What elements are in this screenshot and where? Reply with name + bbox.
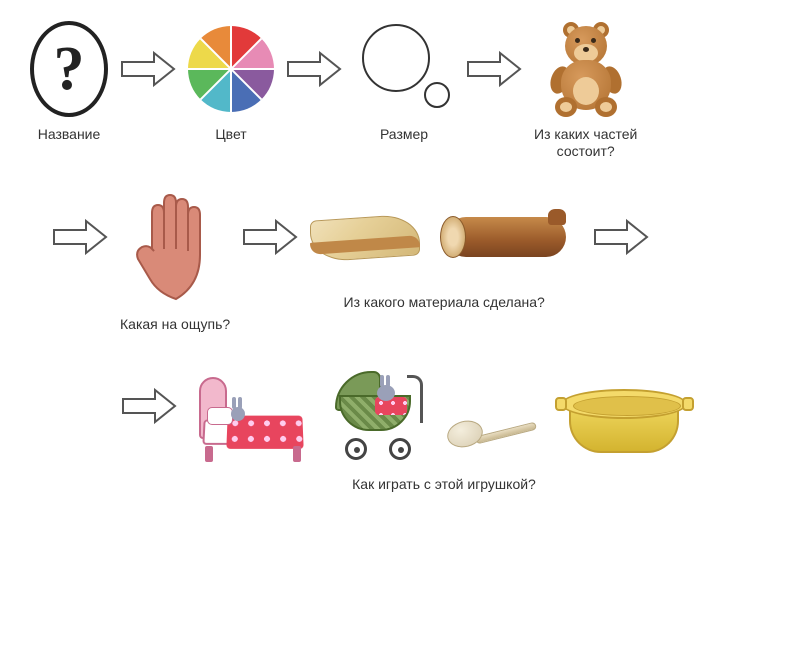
arrow-icon bbox=[286, 20, 342, 118]
label-color: Цвет bbox=[215, 126, 246, 143]
arrow-icon bbox=[593, 188, 649, 286]
stroller-icon bbox=[327, 367, 427, 462]
tub-icon bbox=[557, 387, 692, 462]
label-play: Как играть с этой игрушкой? bbox=[352, 476, 536, 493]
row-3: Как играть с этой игрушкой? bbox=[30, 357, 770, 493]
bed-icon bbox=[197, 377, 307, 462]
teddy-bear-icon bbox=[541, 20, 631, 118]
fabric-icon bbox=[310, 207, 420, 267]
arrow-icon bbox=[121, 357, 177, 455]
arrow-icon bbox=[52, 188, 108, 286]
spoon-icon bbox=[447, 407, 537, 462]
arrow-icon bbox=[120, 20, 176, 118]
label-name: Название bbox=[38, 126, 101, 143]
hand-icon bbox=[125, 188, 225, 308]
label-material: Из какого материала сделана? bbox=[344, 294, 545, 311]
cell-touch: Какая на ощупь? bbox=[120, 188, 230, 333]
label-parts: Из каких частей состоит? bbox=[534, 126, 637, 160]
question-mark-icon: ? bbox=[30, 20, 108, 118]
size-circles-icon bbox=[354, 20, 454, 118]
cell-parts: Из каких частей состоит? bbox=[534, 20, 637, 160]
label-touch: Какая на ощупь? bbox=[120, 316, 230, 333]
row-2: Какая на ощупь? Из какого материала сдел… bbox=[30, 188, 770, 333]
color-wheel-icon bbox=[188, 20, 274, 118]
cell-material: Из какого материала сделана? bbox=[310, 188, 578, 311]
arrow-icon bbox=[242, 188, 298, 286]
cell-color: Цвет bbox=[188, 20, 274, 143]
cell-name: ? Название bbox=[30, 20, 108, 143]
log-icon bbox=[438, 209, 578, 265]
cell-play: Как играть с этой игрушкой? bbox=[197, 357, 692, 493]
cell-size: Размер bbox=[354, 20, 454, 143]
row-1: ? Название Цвет Размер bbox=[30, 20, 770, 160]
arrow-icon bbox=[466, 20, 522, 118]
label-size: Размер bbox=[380, 126, 428, 143]
